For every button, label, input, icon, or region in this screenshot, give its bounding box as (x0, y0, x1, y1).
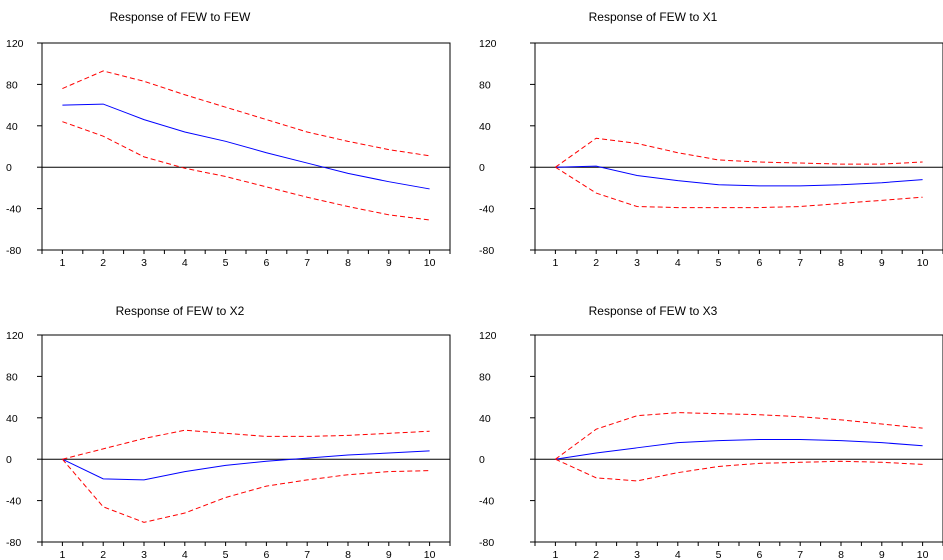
plot-frame (41, 334, 451, 543)
x-tick-label: 9 (386, 549, 392, 560)
y-tick-label: 120 (479, 330, 497, 342)
confidence-band-line (555, 412, 923, 460)
y-tick-label: 40 (6, 413, 18, 425)
confidence-band-line (555, 166, 923, 209)
y-tick-label: -40 (479, 496, 494, 508)
x-tick-label: 1 (59, 257, 65, 269)
x-tick-label: 8 (838, 549, 844, 560)
x-tick-label: 7 (797, 549, 803, 560)
x-tick-label: 2 (100, 257, 106, 269)
x-tick-label: 8 (345, 549, 351, 560)
x-tick-label: 1 (552, 257, 558, 269)
x-tick-label: 9 (879, 549, 885, 560)
response-line (62, 103, 430, 190)
x-tick-label: 4 (182, 257, 188, 269)
y-tick-label: 40 (6, 121, 18, 133)
y-tick-label: -80 (6, 537, 21, 549)
panel-few-to-x2: Response of FEW to X2 120 80 40 0 -40 -80 1 2 3 4… (0, 280, 470, 560)
response-line (555, 165, 923, 187)
x-tick-label: 6 (263, 257, 269, 269)
x-tick-label: 3 (634, 549, 640, 560)
panel-few-to-x3: Response of FEW to X3 120 80 40 0 -40 -80 1 2 3 4… (473, 280, 943, 560)
x-tick-label: 10 (424, 549, 436, 560)
x-tick-label: 7 (797, 257, 803, 269)
response-line (555, 439, 923, 460)
x-tick-label: 2 (100, 549, 106, 560)
confidence-band-line (555, 458, 923, 482)
x-tick-label: 10 (917, 549, 929, 560)
y-tick-label: 40 (479, 413, 491, 425)
y-tick-label: 0 (6, 162, 12, 174)
x-tick-label: 5 (716, 257, 722, 269)
x-tick-label: 8 (838, 257, 844, 269)
x-tick-label: 6 (756, 257, 762, 269)
x-tick-label: 9 (386, 257, 392, 269)
y-tick-label: -80 (6, 245, 21, 257)
x-tick-label: 1 (59, 549, 65, 560)
confidence-band-line (62, 458, 430, 523)
x-tick-label: 5 (223, 549, 229, 560)
chart-svg: 120 80 40 0 -40 -80 1 2 3 4 5 6 7 8 9 10 (479, 330, 943, 560)
x-tick-label: 10 (917, 257, 929, 269)
y-tick-label: 120 (6, 330, 24, 342)
x-tick-label: 7 (304, 257, 310, 269)
x-tick-label: 4 (675, 257, 681, 269)
plot-frame (534, 42, 943, 251)
chart-title: Response of FEW to X2 (115, 304, 245, 318)
x-tick-label: 1 (552, 549, 558, 560)
chart-title: Response of FEW to X1 (588, 10, 718, 24)
y-tick-label: 120 (6, 38, 24, 50)
x-tick-label: 2 (593, 549, 599, 560)
y-tick-label: 0 (479, 162, 485, 174)
y-tick-label: 120 (479, 38, 497, 50)
y-tick-label: 80 (6, 79, 18, 91)
x-tick-label: 3 (141, 549, 147, 560)
panel-few-to-few: Response of FEW to FEW 120 80 40 0 -40 -80 1 2 3… (0, 0, 470, 280)
y-tick-label: -40 (6, 204, 21, 216)
x-tick-label: 10 (424, 257, 436, 269)
confidence-band-line (62, 429, 430, 460)
y-tick-label: 80 (479, 371, 491, 383)
panel-few-to-x1: Response of FEW to X1 120 80 40 0 -40 -80 1 2 3 4… (473, 0, 943, 280)
chart-svg: 120 80 40 0 -40 -80 1 2 3 4 5 6 7 8 9 10 (479, 38, 943, 269)
y-tick-label: 40 (479, 121, 491, 133)
x-tick-label: 9 (879, 257, 885, 269)
x-tick-label: 8 (345, 257, 351, 269)
x-tick-label: 4 (675, 549, 681, 560)
confidence-band-line (555, 137, 923, 168)
y-tick-label: -80 (479, 537, 494, 549)
x-tick-label: 3 (141, 257, 147, 269)
x-tick-label: 3 (634, 257, 640, 269)
chart-svg: 120 80 40 0 -40 -80 1 2 3 4 5 6 7 8 9 10 (6, 330, 451, 560)
response-line (62, 450, 430, 481)
x-tick-label: 5 (716, 549, 722, 560)
y-tick-label: 80 (6, 371, 18, 383)
confidence-band-line (62, 70, 430, 157)
plot-frame (534, 334, 943, 543)
chart-svg: 120 80 40 0 -40 -80 1 2 3 4 5 6 7 8 9 10 (6, 38, 451, 269)
y-tick-label: 0 (479, 454, 485, 466)
x-tick-label: 6 (263, 549, 269, 560)
x-tick-label: 6 (756, 549, 762, 560)
y-tick-label: 80 (479, 79, 491, 91)
x-tick-label: 5 (223, 257, 229, 269)
chart-title: Response of FEW to FEW (109, 10, 251, 24)
y-tick-label: 0 (6, 454, 12, 466)
y-tick-label: -40 (6, 496, 21, 508)
x-tick-label: 2 (593, 257, 599, 269)
y-tick-label: -40 (479, 204, 494, 216)
y-tick-label: -80 (479, 245, 494, 257)
x-tick-label: 4 (182, 549, 188, 560)
chart-title: Response of FEW to X3 (588, 304, 718, 318)
confidence-band-line (62, 121, 430, 221)
x-tick-label: 7 (304, 549, 310, 560)
